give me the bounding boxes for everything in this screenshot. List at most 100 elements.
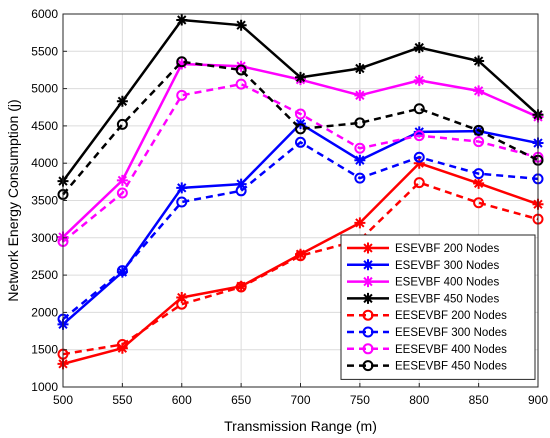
legend-item: ESEVBF 200 Nodes <box>347 242 499 255</box>
y-tick-label: 2000 <box>31 305 58 319</box>
legend-item: EESEVBF 200 Nodes <box>347 309 507 322</box>
legend-item: EESEVBF 450 Nodes <box>347 360 507 373</box>
data-point <box>295 108 306 120</box>
data-point <box>295 136 306 148</box>
data-point <box>473 85 485 97</box>
data-point <box>235 281 247 293</box>
data-point <box>116 118 128 130</box>
data-point <box>354 217 366 229</box>
data-point <box>413 130 425 142</box>
x-tick-label: 850 <box>469 393 489 407</box>
legend-label: EESEVBF 300 Nodes <box>395 327 507 339</box>
series-8 <box>57 56 544 201</box>
legend-item: EESEVBF 400 Nodes <box>347 343 507 356</box>
legend-label: ESEVBF 450 Nodes <box>395 293 499 305</box>
data-point <box>116 187 128 199</box>
data-point <box>473 197 485 209</box>
legend-box <box>340 234 536 380</box>
data-point <box>116 174 128 186</box>
data-point <box>413 42 425 54</box>
data-point <box>413 177 425 189</box>
legend-item: ESEVBF 300 Nodes <box>347 259 499 272</box>
y-tick-label: 3000 <box>31 231 58 245</box>
x-tick-label: 550 <box>112 393 132 407</box>
data-point <box>473 177 485 189</box>
series-line <box>62 60 539 196</box>
data-point <box>235 78 247 90</box>
y-tick-label: 6000 <box>31 7 58 21</box>
data-point <box>116 95 128 107</box>
legend-label: ESEVBF 300 Nodes <box>395 260 499 272</box>
data-point <box>354 89 366 101</box>
data-point <box>295 248 306 260</box>
data-point <box>413 74 425 86</box>
data-point <box>176 89 188 101</box>
legend: ESEVBF 200 Nodes ESEVBF 300 Nodes ESEVBF 4… <box>340 234 536 380</box>
y-tick-label: 5500 <box>31 44 58 58</box>
legend-item: ESEVBF 450 Nodes <box>347 292 499 305</box>
data-point <box>413 157 425 169</box>
y-axis-title: Network Energy Consumption (j) <box>5 99 21 301</box>
data-point <box>354 62 366 74</box>
legend-marker <box>362 343 374 355</box>
data-point <box>354 117 366 129</box>
legend-label: ESEVBF 400 Nodes <box>395 277 499 289</box>
legend-marker <box>362 259 374 271</box>
data-point <box>473 55 485 67</box>
x-tick-label: 800 <box>409 393 429 407</box>
x-tick-label: 700 <box>290 393 310 407</box>
data-point <box>413 151 425 163</box>
legend-marker <box>362 326 374 338</box>
legend-marker <box>362 242 374 254</box>
legend-item: EESEVBF 300 Nodes <box>347 326 507 339</box>
y-tick-label: 5000 <box>31 82 58 96</box>
series-line <box>62 82 539 243</box>
data-point <box>176 56 188 68</box>
legend-label: ESEVBF 200 Nodes <box>395 243 499 255</box>
data-point <box>413 103 425 115</box>
series-line <box>62 141 539 321</box>
data-point <box>176 58 188 70</box>
data-point <box>176 14 188 26</box>
legend-marker <box>362 360 374 372</box>
data-point <box>235 19 247 31</box>
x-tick-label: 500 <box>53 393 73 407</box>
axis-ticks: 500 550 600 650 700 750 800 850 900 1000 1500 2000 2… <box>31 7 548 407</box>
data-point <box>235 64 247 76</box>
data-point <box>295 71 306 83</box>
x-tick-label: 600 <box>172 393 192 407</box>
data-point <box>295 250 306 262</box>
series-group <box>57 14 544 370</box>
legend-marker <box>362 292 374 304</box>
x-tick-label: 900 <box>528 393 548 407</box>
data-point <box>235 178 247 190</box>
data-point <box>354 172 366 184</box>
data-point <box>116 265 128 277</box>
legend-label: EESEVBF 450 Nodes <box>395 361 507 373</box>
x-tick-label: 750 <box>350 393 370 407</box>
legend-label: EESEVBF 200 Nodes <box>395 310 507 322</box>
legend-label: EESEVBF 400 Nodes <box>395 344 507 356</box>
y-tick-label: 1000 <box>31 380 58 394</box>
data-point <box>176 298 188 310</box>
y-tick-label: 4500 <box>31 119 58 133</box>
y-tick-label: 3500 <box>31 194 58 208</box>
x-tick-label: 650 <box>231 393 251 407</box>
legend-marker <box>362 309 374 321</box>
data-point <box>473 136 485 148</box>
legend-item: ESEVBF 400 Nodes <box>347 276 499 289</box>
data-point <box>354 154 366 166</box>
data-point <box>176 291 188 303</box>
y-tick-label: 2500 <box>31 268 58 282</box>
x-axis-title: Transmission Range (m) <box>224 418 377 434</box>
data-point <box>473 124 485 136</box>
data-point <box>176 182 188 194</box>
y-tick-label: 1500 <box>31 343 58 357</box>
data-point <box>354 142 366 154</box>
data-point <box>116 338 128 350</box>
data-point <box>235 185 247 197</box>
y-tick-label: 4000 <box>31 156 58 170</box>
series-line <box>62 181 539 356</box>
data-point <box>473 168 485 180</box>
